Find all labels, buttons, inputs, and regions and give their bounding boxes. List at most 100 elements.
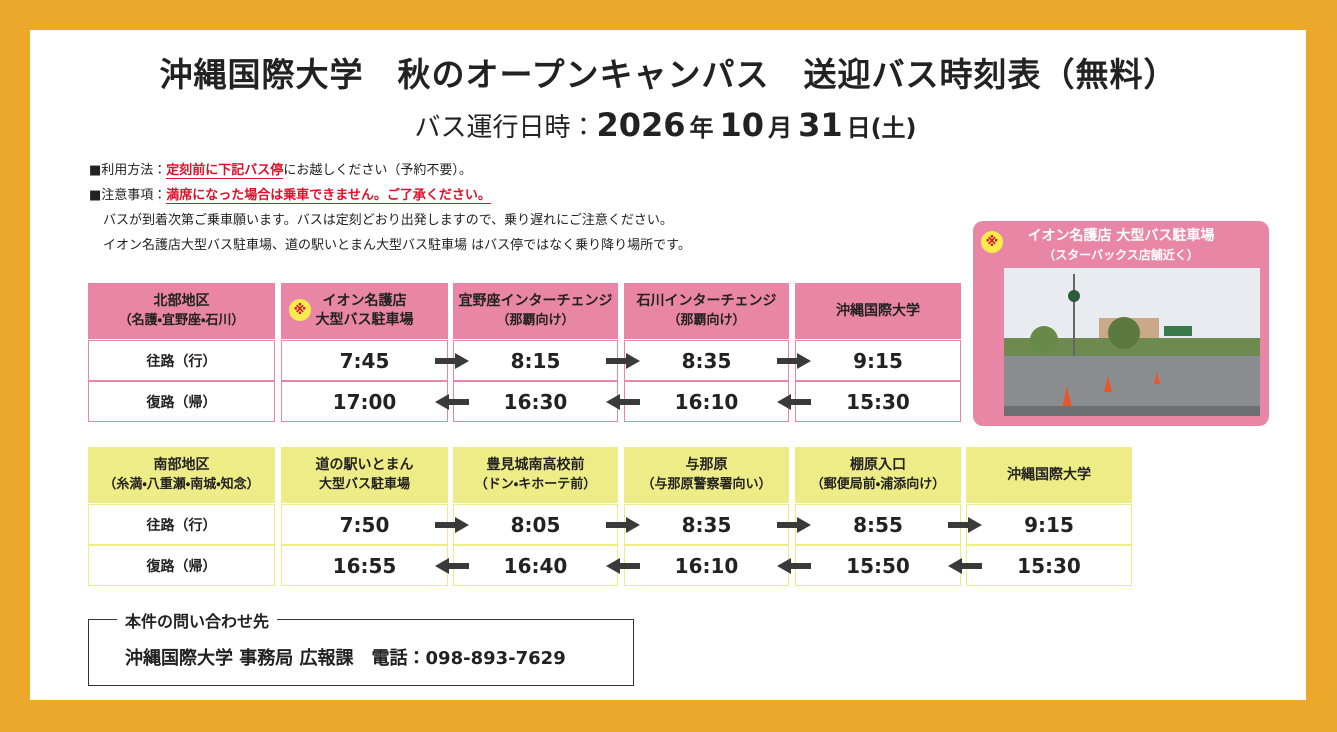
contact-body: 沖縄国際大学 事務局 広報課 電話：098-893-7629 [125, 648, 566, 669]
time-cell: 7:45 [281, 340, 448, 381]
time: 15:30 [1017, 553, 1081, 578]
time: 8:55 [853, 512, 903, 537]
time-cell: 8:35 [624, 340, 789, 381]
note-text: バスが到着次第ご乗車願います。バスは定刻どおり出発しますので、乗り遅れにご注意く… [103, 213, 673, 228]
stop-line: 豊見城南高校前 [486, 457, 585, 473]
region-header: 北部地区 （名護・宜野座・石川） [88, 283, 275, 339]
time-cell: 15:30 [966, 545, 1132, 586]
note: ■注意事項：満席になった場合は乗車できません。ご了承ください。 [89, 183, 491, 208]
time: 8:05 [510, 512, 561, 537]
note-text: イオン名護店大型バス駐車場、道の駅いとまん大型バス駐車場 はバス停ではなく乗り降… [103, 238, 691, 253]
title-suffix: （無料） [1041, 55, 1178, 94]
row-label-text: 往路（行） [146, 353, 217, 370]
stop-line: 宜野座インターチェンジ [458, 293, 613, 309]
contact-title: 本件の問い合わせ先 [117, 608, 278, 632]
time: 8:35 [681, 512, 732, 537]
arrow-left [777, 558, 811, 574]
row-label-text: 復路（帰） [146, 558, 217, 575]
row-label: 往路（行） [88, 340, 275, 381]
arrow-right [606, 353, 640, 369]
arrow [435, 517, 469, 533]
time-cell: 15:30 [795, 381, 961, 422]
arrow-left [948, 558, 982, 574]
time-cell: 17:00 [281, 381, 448, 422]
arrow-right [777, 517, 811, 533]
stop-header: ※ イオン名護店 大型バス駐車場 [281, 283, 448, 339]
time: 7:45 [339, 348, 390, 373]
stop-header: 与那原 （与那原警察署向い） [624, 447, 789, 503]
time-cell: 16:10 [624, 545, 789, 586]
stop-line: 与那原 [685, 457, 728, 473]
date-line: バス運行日時：2026 年 10 月 31 日(土) [0, 106, 1337, 144]
photo-box: ※ イオン名護店 大型バス駐車場 （スターバックス店舗近く） [973, 221, 1269, 426]
stop-line: 棚原入口 [850, 457, 906, 473]
time: 16:55 [332, 553, 397, 578]
time-cell: 9:15 [966, 504, 1132, 545]
photo-mark: ※ [981, 231, 1003, 253]
time-cell: 15:50 [795, 545, 961, 586]
row-label: 往路（行） [88, 504, 275, 545]
region-line: （糸満・八重瀬・南城・知念） [103, 477, 260, 492]
time-cell: 8:15 [453, 340, 618, 381]
stop-line: （ドン・キホーテ前） [474, 477, 597, 492]
arrow [777, 558, 811, 574]
arrow-left [435, 394, 469, 410]
time: 8:35 [681, 348, 732, 373]
stop-line: （郵便局前・浦添向け） [810, 477, 946, 492]
row-label: 復路（帰） [88, 381, 275, 422]
arrow-right [777, 353, 811, 369]
arrow-right [606, 517, 640, 533]
arrow-right [435, 353, 469, 369]
note: イオン名護店大型バス駐車場、道の駅いとまん大型バス駐車場 はバス停ではなく乗り降… [103, 233, 691, 258]
stop-header: 石川インターチェンジ （那覇向け） [624, 283, 789, 339]
stop-line: 道の駅いとまん [315, 457, 414, 473]
photo [1004, 268, 1260, 416]
time-cell: 8:55 [795, 504, 961, 545]
time: 16:10 [674, 553, 739, 578]
stop-mark: ※ [289, 299, 311, 321]
stop-line: 沖縄国際大学 [836, 302, 920, 319]
arrow-right [948, 517, 982, 533]
time: 16:30 [503, 389, 568, 414]
stop-line: （那覇向け） [496, 313, 575, 328]
date-part: 月 [768, 114, 793, 142]
date-part: 10 [719, 106, 765, 144]
arrow [777, 394, 811, 410]
arrow-left [606, 394, 640, 410]
arrow [777, 517, 811, 533]
arrow [948, 558, 982, 574]
time-cell: 16:40 [453, 545, 618, 586]
arrow [435, 353, 469, 369]
stop-header: 宜野座インターチェンジ （那覇向け） [453, 283, 618, 339]
photo-caption: ※ イオン名護店 大型バス駐車場 （スターバックス店舗近く） [973, 227, 1269, 265]
stop-line: （那覇向け） [667, 313, 746, 328]
time-cell: 16:55 [281, 545, 448, 586]
region-line: （名護・宜野座・石川） [118, 313, 245, 328]
stop-header: 沖縄国際大学 [966, 447, 1132, 503]
time: 7:50 [339, 512, 390, 537]
arrow-left [606, 558, 640, 574]
photo-image [1004, 268, 1260, 416]
time: 15:30 [846, 389, 910, 414]
region-line: 北部地区 [153, 293, 210, 309]
arrow [948, 517, 982, 533]
note-highlight: 満席になった場合は乗車できません。ご了承ください。 [166, 188, 491, 204]
arrow-left [777, 394, 811, 410]
arrow [777, 353, 811, 369]
title: 沖縄国際大学 秋のオープンキャンパス 送迎バス時刻表 [159, 55, 1042, 94]
arrow [435, 558, 469, 574]
arrow [606, 517, 640, 533]
region-line: 南部地区 [153, 457, 210, 473]
arrow [606, 394, 640, 410]
arrow [606, 353, 640, 369]
region-header: 南部地区 （糸満・八重瀬・南城・知念） [88, 447, 275, 503]
time-cell: 8:05 [453, 504, 618, 545]
stop-line: 大型バス駐車場 [315, 312, 414, 328]
row-label: 復路（帰） [88, 545, 275, 586]
time-cell: 9:15 [795, 340, 961, 381]
time: 16:10 [674, 389, 739, 414]
stop-line: 石川インターチェンジ [636, 293, 777, 309]
date-part: 年 [689, 114, 714, 142]
arrow-left [435, 558, 469, 574]
